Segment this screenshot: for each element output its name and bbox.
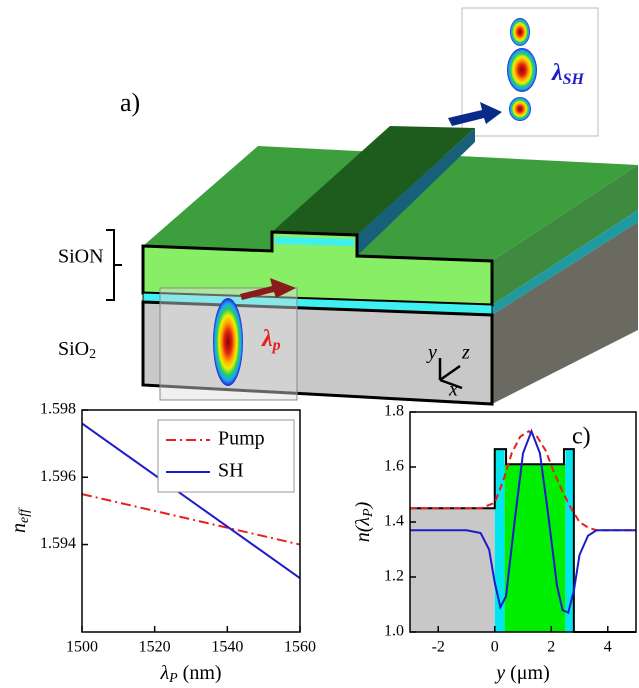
axis-title: λP (nm) <box>159 662 221 687</box>
x-tick-label: -2 <box>432 639 445 656</box>
label-part: n(λ <box>352 517 374 543</box>
x-tick-label: 1560 <box>284 639 316 656</box>
axis-title: neff <box>8 507 33 533</box>
y-tick-label: 1.598 <box>40 401 76 418</box>
label-part: SiO <box>58 338 89 360</box>
label-sub: p <box>271 337 281 354</box>
label-part: n <box>8 523 30 533</box>
panel-label: a) <box>120 88 140 117</box>
label-sub: P <box>361 508 376 518</box>
x-tick-label: 1520 <box>139 639 171 656</box>
x-tick-label: 0 <box>491 639 499 656</box>
waveguide-diagram: a) SiON SiO2 λp λSH y z x <box>58 8 638 404</box>
y-tick-label: 1.4 <box>384 513 404 530</box>
x-tick-label: 2 <box>547 639 555 656</box>
legend-label: Pump <box>218 428 265 450</box>
y-tick-label: 1.594 <box>40 535 76 552</box>
x-tick-label: 1540 <box>211 639 243 656</box>
label-part: λ <box>159 662 169 684</box>
label-part: λ <box>551 60 563 86</box>
label-part: λ <box>261 326 273 352</box>
axis-title: n(λP) <box>352 501 377 542</box>
label-part: y <box>494 662 505 684</box>
y-tick-label: 1.2 <box>384 568 404 585</box>
mode-blob <box>507 48 537 92</box>
x-tick-label: 4 <box>604 639 612 656</box>
bracket <box>106 230 122 300</box>
x-tick-label: 1500 <box>66 639 98 656</box>
y-tick-label: 1.596 <box>40 468 76 485</box>
label-part: (μm) <box>505 662 550 684</box>
label-part: (nm) <box>178 662 222 684</box>
sion-label: SiON <box>58 246 104 268</box>
legend-label: SH <box>218 460 244 482</box>
axis-z: z <box>461 342 470 364</box>
region <box>410 508 495 632</box>
label-sub: 2 <box>89 347 96 362</box>
y-tick-label: 1.6 <box>384 458 404 475</box>
axis-title: y (μm) <box>494 662 550 684</box>
figure: a) SiON SiO2 λp λSH y z x 15001520154015… <box>0 0 639 688</box>
panel-label: c) <box>572 424 591 450</box>
axis-x: x <box>448 379 458 401</box>
axis-y: y <box>426 342 437 364</box>
label-sub: SH <box>563 71 585 88</box>
label-sub: eff <box>17 507 32 523</box>
y-tick-label: 1.0 <box>384 623 404 640</box>
mode-blob <box>509 97 531 121</box>
sio2-label: SiO2 <box>58 338 96 363</box>
y-tick-label: 1.8 <box>384 403 404 420</box>
region <box>505 464 566 632</box>
mode-blob <box>510 18 530 46</box>
label-part: ) <box>352 501 374 509</box>
pump-mode <box>213 298 243 386</box>
label-sub: P <box>168 671 178 686</box>
